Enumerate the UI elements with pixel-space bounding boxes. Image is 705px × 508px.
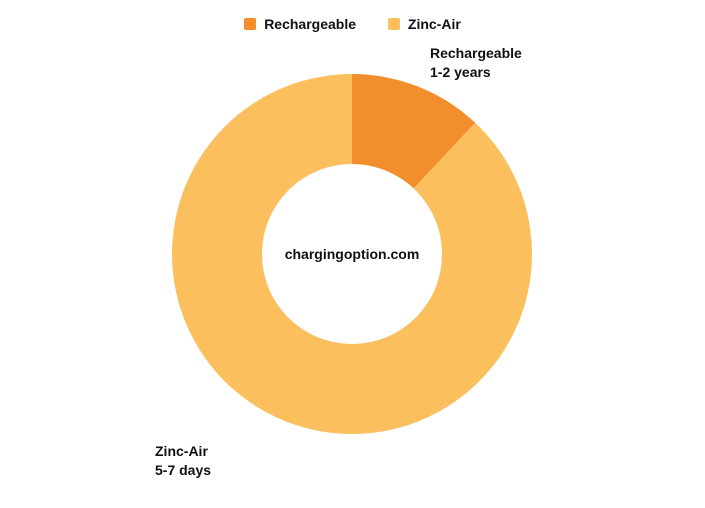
annotation-subtitle: 1-2 years xyxy=(430,63,522,82)
annotation-subtitle: 5-7 days xyxy=(155,461,211,480)
annotation-title: Zinc-Air xyxy=(155,443,208,459)
donut-chart: chargingoption.com Rechargeable 1-2 year… xyxy=(0,0,705,508)
annotation-title: Rechargeable xyxy=(430,45,522,61)
annotation-rechargeable: Rechargeable 1-2 years xyxy=(430,44,522,82)
donut-svg xyxy=(172,74,532,434)
annotation-zinc-air: Zinc-Air 5-7 days xyxy=(155,442,211,480)
